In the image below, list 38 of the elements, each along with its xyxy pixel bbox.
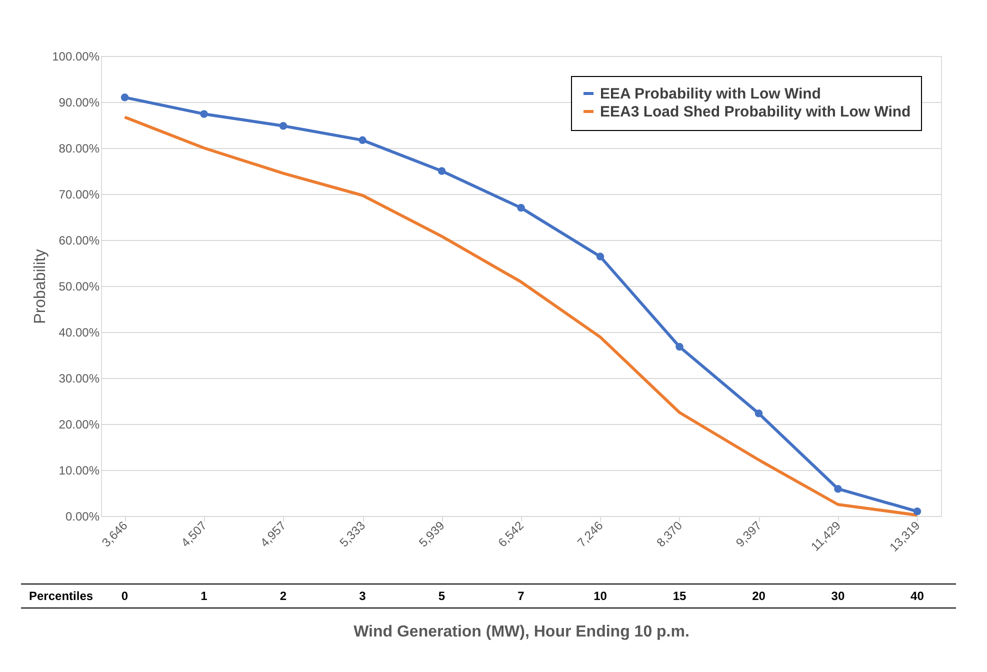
text: 3 xyxy=(359,589,366,603)
text: 5 xyxy=(438,589,446,603)
point xyxy=(517,204,525,212)
text: 1 xyxy=(200,589,208,603)
point xyxy=(279,122,288,130)
text: 40 xyxy=(910,589,924,603)
y-tick-label: 0.00% xyxy=(65,510,100,524)
y-tick-label: 100.00% xyxy=(52,50,100,64)
point xyxy=(754,410,763,418)
text: 7 xyxy=(518,589,525,603)
point xyxy=(676,342,684,351)
point xyxy=(913,508,922,516)
x-axis-title: Wind Generation (MW), Hour Ending 10 p.m. xyxy=(354,624,690,641)
y-tick-label: 10.00% xyxy=(58,464,100,478)
y-tick-label: 50.00% xyxy=(58,280,100,294)
point xyxy=(120,94,129,102)
text: 30 xyxy=(831,589,845,603)
legend-label: EEA3 Load Shed Probability with Low Wind xyxy=(600,104,911,120)
text: 15 xyxy=(672,589,686,603)
text: Percentiles xyxy=(29,589,94,603)
y-axis-title: Probability xyxy=(32,249,50,324)
y-tick-label: 40.00% xyxy=(58,326,100,340)
text: 20 xyxy=(752,589,766,603)
y-tick-label: 20.00% xyxy=(58,418,100,432)
text: 0 xyxy=(121,589,128,603)
text: 10 xyxy=(594,589,608,603)
y-tick-label: 30.00% xyxy=(58,372,100,386)
y-tick-label: 80.00% xyxy=(58,142,100,156)
legend-label: EEA Probability with Low Wind xyxy=(600,86,821,102)
point xyxy=(438,167,446,175)
text: 2 xyxy=(280,589,287,603)
y-tick-label: 90.00% xyxy=(58,96,100,110)
y-tick-label: 70.00% xyxy=(58,188,100,202)
point xyxy=(834,484,842,493)
point xyxy=(200,110,208,118)
y-tick-label: 60.00% xyxy=(58,234,100,248)
point xyxy=(358,136,366,144)
point xyxy=(596,252,604,260)
